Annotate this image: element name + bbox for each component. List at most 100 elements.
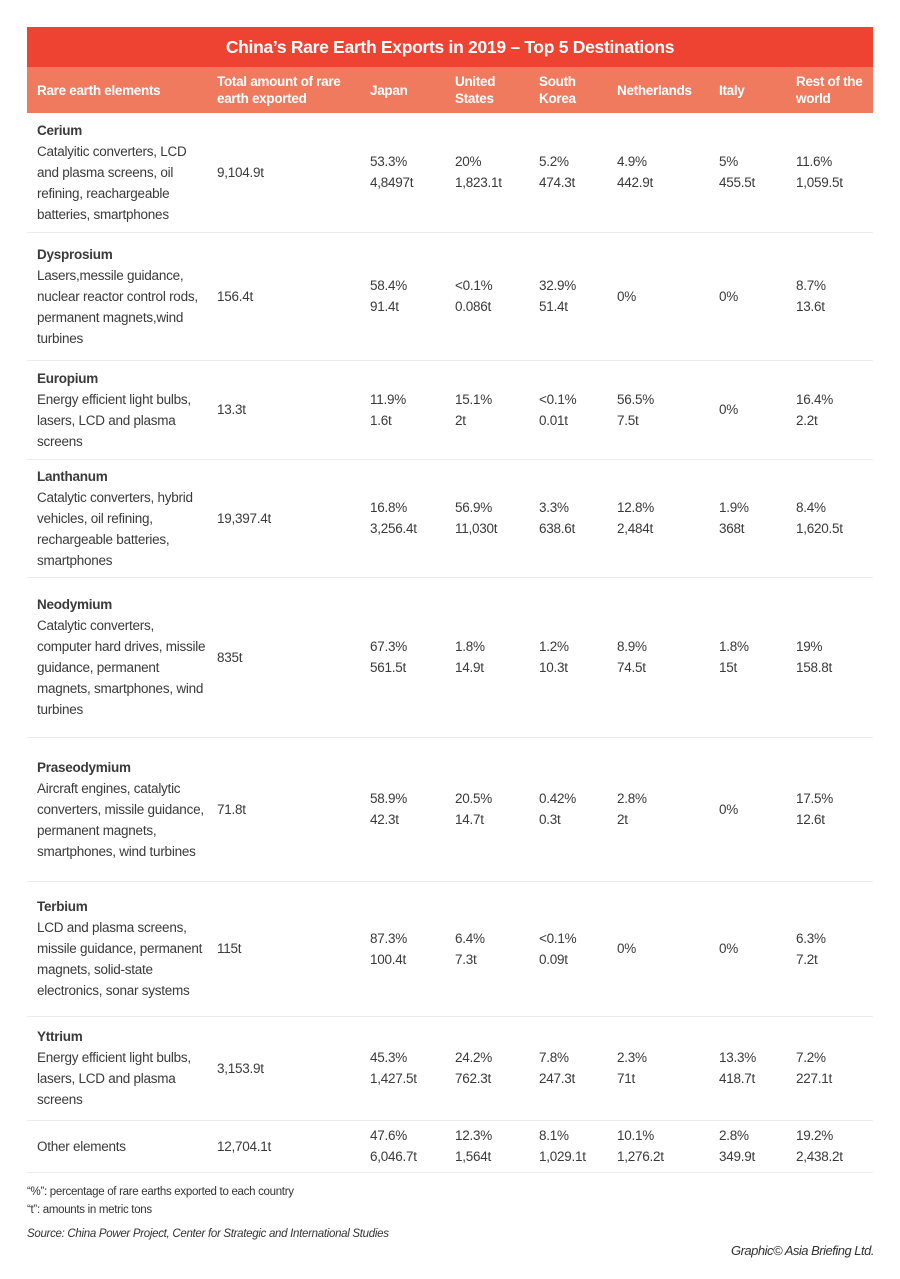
column-header: United States xyxy=(445,67,529,113)
share-cell: 8.7% 13.6t xyxy=(786,232,873,361)
tons-value: 15t xyxy=(719,660,738,675)
element-uses: Catalyitic converters, LCD and plasma sc… xyxy=(37,143,187,222)
note-tons: “t”: amounts in metric tons xyxy=(27,1204,152,1216)
share-cell: 56.9% 11,030t xyxy=(445,459,529,578)
share-cell: 12.3% 1,564t xyxy=(445,1120,529,1173)
percent-value: 8.7% xyxy=(796,278,826,293)
tons-value: 7.5t xyxy=(617,412,639,428)
percent-value: <0.1% xyxy=(539,391,577,407)
percent-value: 0% xyxy=(719,801,739,817)
share-cell: 2.8% 2t xyxy=(607,737,709,882)
element-name: Other elements xyxy=(37,1138,126,1154)
total-cell: 13.3t xyxy=(207,360,360,460)
tons-value: 762.3t xyxy=(455,1071,492,1086)
percent-value: 2.8% xyxy=(719,1128,749,1143)
element-uses: Catalytic converters, hybrid vehicles, o… xyxy=(37,489,193,568)
tons-value: 1,029.1t xyxy=(539,1149,586,1164)
tons-value: 4,8497t xyxy=(370,175,414,191)
tons-value: 0.09t xyxy=(539,951,568,967)
tons-value: 7.3t xyxy=(455,951,477,967)
total-cell: 71.8t xyxy=(207,737,360,882)
percent-value: 47.6% xyxy=(370,1128,408,1143)
percent-value: 7.8% xyxy=(539,1050,569,1065)
percent-value: 20% xyxy=(455,154,482,170)
share-cell: 5.2% 474.3t xyxy=(529,113,607,233)
share-cell: 24.2% 762.3t xyxy=(445,1016,529,1121)
percent-value: 11.6% xyxy=(796,154,833,170)
percent-value: 15.1% xyxy=(455,391,493,407)
tons-value: 561.5t xyxy=(370,660,407,675)
graphic-credit: Graphic© Asia Briefing Ltd. xyxy=(730,1243,875,1258)
share-cell: 0% xyxy=(607,232,709,361)
tons-value: 6,046.7t xyxy=(370,1149,417,1164)
column-header: Rest of the world xyxy=(786,67,873,113)
element-uses: Lasers,messile guidance, nuclear reactor… xyxy=(37,267,198,346)
share-cell: 6.4% 7.3t xyxy=(445,881,529,1017)
share-cell: 1.8% 14.9t xyxy=(445,577,529,738)
element-cell: Lanthanum Catalytic converters, hybrid ve… xyxy=(27,459,207,578)
share-cell: 1.9% 368t xyxy=(709,459,786,578)
share-cell: 53.3% 4,8497t xyxy=(360,113,445,233)
element-uses: Energy efficient light bulbs, lasers, LC… xyxy=(37,1050,191,1107)
element-name: Praseodymium xyxy=(37,759,131,775)
element-uses: LCD and plasma screens, missile guidance… xyxy=(37,920,203,998)
share-cell: 0% xyxy=(709,881,786,1017)
percent-value: 1.8% xyxy=(719,639,749,654)
share-cell: 11.9% 1.6t xyxy=(360,360,445,460)
table-row: Lanthanum Catalytic converters, hybrid ve… xyxy=(27,459,873,578)
column-header: South Korea xyxy=(529,67,607,113)
element-name: Cerium xyxy=(37,122,83,138)
tons-value: 349.9t xyxy=(719,1149,756,1164)
tons-value: 227.1t xyxy=(796,1071,833,1086)
tons-value: 0.01t xyxy=(539,412,568,428)
share-cell: 56.5% 7.5t xyxy=(607,360,709,460)
percent-value: 0% xyxy=(719,402,739,417)
percent-value: 0% xyxy=(719,288,739,304)
share-cell: 11.6% 1,059.5t xyxy=(786,113,873,233)
tons-value: 1,427.5t xyxy=(370,1071,417,1086)
element-cell: Other elements xyxy=(27,1120,207,1173)
tons-value: 1.6t xyxy=(370,412,392,428)
percent-value: 67.3% xyxy=(370,639,408,654)
table-row: Praseodymium Aircraft engines, catalytic … xyxy=(27,737,873,882)
percent-value: 13.3% xyxy=(719,1050,757,1065)
percent-value: 45.3% xyxy=(370,1050,408,1065)
percent-value: 12.3% xyxy=(455,1128,493,1143)
table-row: Cerium Catalyitic converters, LCD and pla… xyxy=(27,113,873,233)
share-cell: 16.4% 2.2t xyxy=(786,360,873,460)
table-row: Yttrium Energy efficient light bulbs, las… xyxy=(27,1016,873,1121)
total-cell: 9,104.9t xyxy=(207,113,360,233)
share-cell: 58.9% 42.3t xyxy=(360,737,445,882)
tons-value: 12.6t xyxy=(796,812,825,827)
tons-value: 2t xyxy=(455,412,466,428)
percent-value: 53.3% xyxy=(370,154,408,170)
share-cell: 8.4% 1,620.5t xyxy=(786,459,873,578)
share-cell: 3.3% 638.6t xyxy=(529,459,607,578)
tons-value: 51.4t xyxy=(539,299,568,314)
percent-value: 56.9% xyxy=(455,500,493,515)
percent-value: 1.9% xyxy=(719,500,749,515)
percent-value: 12.8% xyxy=(617,500,655,515)
column-header: Netherlands xyxy=(607,67,709,113)
share-cell: 47.6% 6,046.7t xyxy=(360,1120,445,1173)
element-name: Yttrium xyxy=(37,1029,83,1044)
column-header: Japan xyxy=(360,67,445,113)
share-cell: 13.3% 418.7t xyxy=(709,1016,786,1121)
tons-value: 1,059.5t xyxy=(796,175,843,191)
tons-value: 418.7t xyxy=(719,1071,756,1086)
share-cell: 0% xyxy=(709,232,786,361)
element-name: Terbium xyxy=(37,899,88,914)
tons-value: 14.9t xyxy=(455,660,484,675)
element-name: Lanthanum xyxy=(37,468,108,484)
total-cell: 19,397.4t xyxy=(207,459,360,578)
exports-table: Rare earth elements Total amount of rare … xyxy=(27,67,873,1173)
note-percent: “%”: percentage of rare earths exported … xyxy=(27,1186,294,1198)
element-name: Europium xyxy=(37,370,98,386)
tons-value: 42.3t xyxy=(370,812,399,827)
share-cell: 58.4% 91.4t xyxy=(360,232,445,361)
element-cell: Dysprosium Lasers,messile guidance, nucle… xyxy=(27,232,207,361)
percent-value: 56.5% xyxy=(617,391,655,407)
share-cell: 4.9% 442.9t xyxy=(607,113,709,233)
source-note: Source: China Power Project, Center for … xyxy=(27,1228,389,1240)
percent-value: 6.3% xyxy=(796,930,826,946)
